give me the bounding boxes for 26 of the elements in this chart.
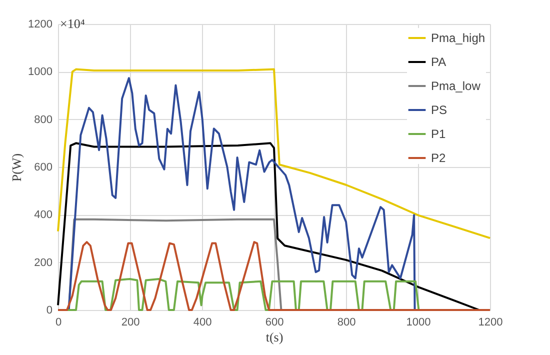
annotation: ×10⁴ bbox=[60, 16, 86, 31]
line-series bbox=[68, 77, 416, 311]
x-tick-label: 1200 bbox=[478, 316, 503, 328]
x-tick-label: 600 bbox=[265, 316, 284, 328]
y-tick-label: 600 bbox=[34, 162, 52, 174]
y-tick-label: 200 bbox=[34, 256, 52, 269]
x-tick-label: 400 bbox=[193, 316, 212, 328]
y-axis-title: P(W) bbox=[9, 153, 24, 182]
legend-label: PA bbox=[431, 55, 446, 69]
y-tick-label: 0 bbox=[46, 304, 52, 316]
x-tick-label: 800 bbox=[337, 316, 356, 328]
x-tick-label: 200 bbox=[121, 316, 140, 328]
line-series bbox=[57, 68, 491, 240]
legend-label: P2 bbox=[431, 151, 446, 165]
legend-label: Pma_high bbox=[431, 31, 486, 45]
y-tick-label: 1200 bbox=[28, 18, 52, 30]
x-tick-label: 0 bbox=[55, 316, 62, 328]
y-tick-label: 400 bbox=[34, 209, 52, 222]
legend-label: PS bbox=[431, 103, 448, 117]
y-tick-label: 1000 bbox=[28, 66, 52, 78]
legend-label: Pma_low bbox=[431, 79, 481, 93]
y-tick-label: 800 bbox=[34, 114, 52, 126]
legend-label: P1 bbox=[431, 127, 446, 141]
line-series bbox=[68, 218, 282, 311]
x-tick-label: 1000 bbox=[406, 316, 431, 328]
x-axis-title: t(s) bbox=[266, 330, 284, 344]
